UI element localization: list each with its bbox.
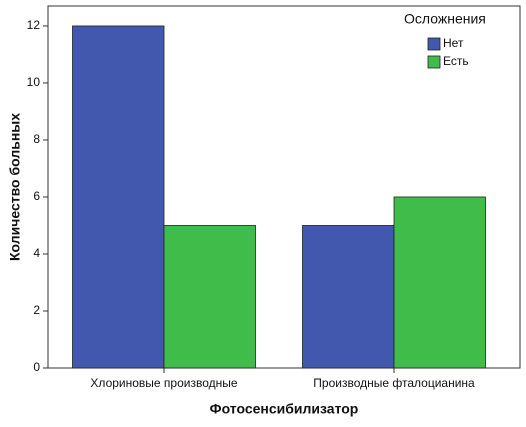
y-tick-label: 4 xyxy=(33,246,40,260)
y-axis-title: Количество больных xyxy=(7,113,23,261)
y-tick-label: 8 xyxy=(33,132,40,146)
legend-label: Нет xyxy=(443,36,464,50)
bar xyxy=(163,225,256,369)
legend-label: Есть xyxy=(443,54,469,68)
bar xyxy=(302,225,395,369)
legend-title: Осложнения xyxy=(404,11,486,27)
y-tick-label: 12 xyxy=(27,18,41,32)
y-tick-label: 10 xyxy=(27,75,41,89)
legend-swatch xyxy=(427,55,441,69)
legend-swatch xyxy=(427,37,441,51)
x-axis-title: Фотосенсибилизатор xyxy=(210,401,359,417)
y-tick-label: 6 xyxy=(33,189,40,203)
y-tick-label: 2 xyxy=(33,303,40,317)
x-tick-label: Хлориновые производные xyxy=(90,376,237,390)
x-tick-label: Производные фталоцианина xyxy=(313,376,475,390)
bar xyxy=(393,196,486,369)
y-tick-label: 0 xyxy=(33,360,40,374)
bar xyxy=(72,25,165,369)
